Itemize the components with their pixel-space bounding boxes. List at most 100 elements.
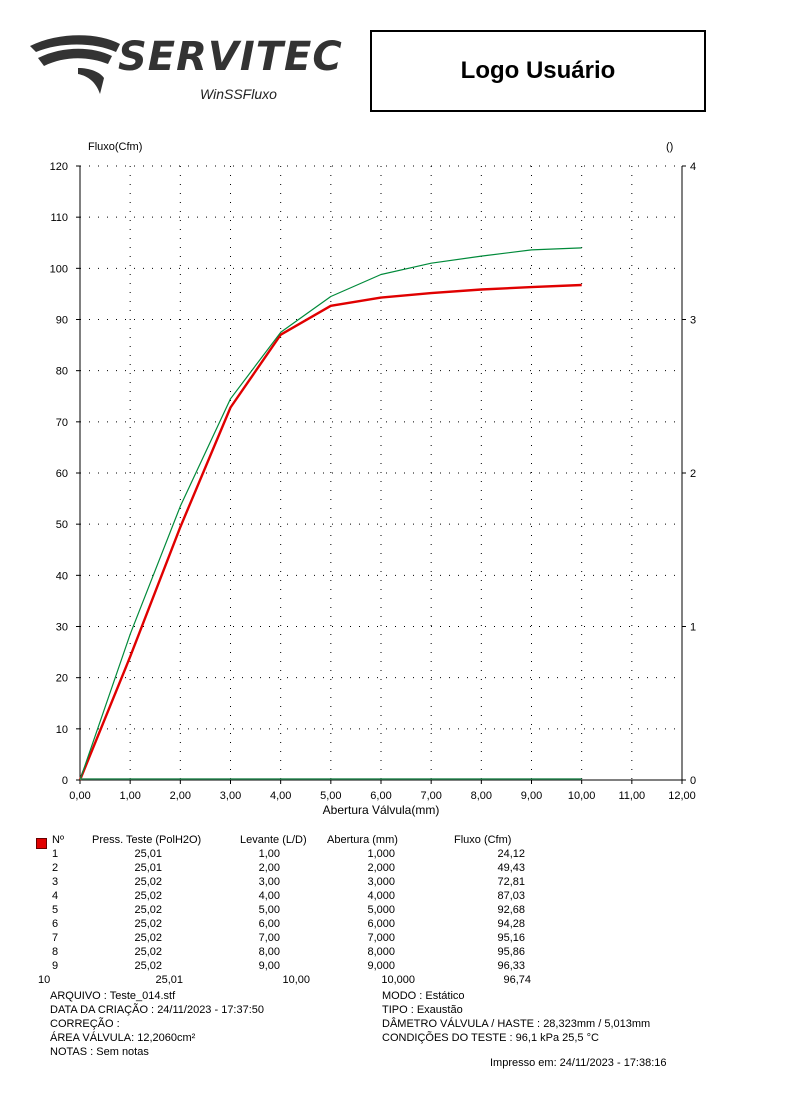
user-logo-box: Logo Usuário bbox=[370, 30, 706, 112]
criacao-line: DATA DA CRIAÇÃO : 24/11/2023 - 17:37:50 bbox=[50, 1004, 264, 1016]
table-cell: 3 bbox=[52, 876, 59, 888]
x-tick-label: 2,00 bbox=[170, 790, 191, 802]
table-cell: 72,81 bbox=[497, 876, 525, 888]
tipo-label: TIPO : bbox=[382, 1004, 414, 1016]
table-row: 10 25,01 10,00 10,000 96,74 bbox=[0, 974, 790, 988]
diametro-label: DÂMETRO VÁLVULA / HASTE : bbox=[382, 1018, 541, 1030]
x-axis-title: Abertura Válvula(mm) bbox=[323, 803, 440, 817]
impresso-line: Impresso em: 24/11/2023 - 17:38:16 bbox=[490, 1057, 667, 1069]
condicoes-line: CONDIÇÕES DO TESTE : 96,1 kPa 25,5 °C bbox=[382, 1032, 599, 1044]
y-tick-label: 10 bbox=[56, 724, 68, 736]
flow-chart: 0 10 20 30 40 50 60 70 80 90 100 110 120 0 1 2 3 4 0,00 1,0… bbox=[50, 141, 696, 817]
tipo-line: TIPO : Exaustão bbox=[382, 1004, 463, 1016]
table-cell: 87,03 bbox=[497, 890, 525, 902]
x-tick-label: 11,00 bbox=[618, 790, 645, 802]
table-cell: 25,01 bbox=[134, 862, 162, 874]
table-cell: 7,00 bbox=[258, 932, 280, 944]
area-value: 12,2060cm² bbox=[137, 1032, 196, 1044]
y-tick-label: 20 bbox=[56, 673, 68, 685]
header-fluxo: Fluxo (Cfm) bbox=[454, 834, 512, 846]
table-cell: 7 bbox=[52, 932, 59, 944]
table-cell: 3,000 bbox=[367, 876, 395, 888]
condicoes-value: 96,1 kPa 25,5 °C bbox=[515, 1032, 599, 1044]
diametro-value: 28,323mm / 5,013mm bbox=[543, 1018, 651, 1030]
notas-line: NOTAS : Sem notas bbox=[50, 1046, 149, 1058]
table-cell: 4 bbox=[52, 890, 59, 902]
x-tick-label: 1,00 bbox=[119, 790, 140, 802]
logo-subtitle: WinSSFluxo bbox=[200, 86, 277, 102]
table-cell: 2,000 bbox=[367, 862, 395, 874]
x-tick-label: 6,00 bbox=[370, 790, 391, 802]
criacao-label: DATA DA CRIAÇÃO : bbox=[50, 1004, 155, 1016]
series-line-1 bbox=[79, 247, 582, 781]
modo-line: MODO : Estático bbox=[382, 990, 465, 1002]
legend-square-red bbox=[36, 838, 47, 849]
y-tick-label: 70 bbox=[56, 417, 68, 429]
series-line-0 bbox=[78, 283, 582, 781]
table-cell: 25,02 bbox=[134, 918, 162, 930]
header-num: Nº bbox=[52, 834, 64, 846]
area-line: ÁREA VÁLVULA: 12,2060cm² bbox=[50, 1032, 195, 1044]
table-cell: 9 bbox=[52, 960, 59, 972]
table-cell: 2 bbox=[52, 862, 59, 874]
y2-tick-label: 2 bbox=[690, 468, 696, 480]
table-cell: 25,01 bbox=[155, 974, 183, 986]
table-row: 6 25,02 6,00 6,000 94,28 bbox=[0, 918, 790, 932]
table-cell: 9,00 bbox=[258, 960, 280, 972]
table-cell: 8,000 bbox=[367, 946, 395, 958]
table-cell: 96,33 bbox=[497, 960, 525, 972]
table-row: 2 25,01 2,00 2,000 49,43 bbox=[0, 862, 790, 876]
table-cell: 4,00 bbox=[258, 890, 280, 902]
correcao-label: CORREÇÃO : bbox=[50, 1018, 120, 1030]
chart-ticks: 0 10 20 30 40 50 60 70 80 90 100 110 120 0 1 2 3 4 0,00 1,0… bbox=[50, 161, 696, 802]
logo-text: SERVITEC bbox=[118, 34, 343, 80]
area-label: ÁREA VÁLVULA: bbox=[50, 1032, 135, 1044]
table-row: 4 25,02 4,00 4,000 87,03 bbox=[0, 890, 790, 904]
diametro-line: DÂMETRO VÁLVULA / HASTE : 28,323mm / 5,0… bbox=[382, 1018, 650, 1030]
table-cell: 8,00 bbox=[258, 946, 280, 958]
user-logo-label: Logo Usuário bbox=[460, 57, 616, 84]
table-cell: 25,01 bbox=[134, 848, 162, 860]
table-cell: 10 bbox=[38, 974, 51, 986]
y2-axis-title: () bbox=[666, 141, 673, 153]
swoosh-icon bbox=[30, 35, 120, 94]
table-row: 8 25,02 8,00 8,000 95,86 bbox=[0, 946, 790, 960]
modo-value: Estático bbox=[425, 990, 465, 1002]
table-cell: 10,00 bbox=[282, 974, 310, 986]
table-cell: 9,000 bbox=[367, 960, 395, 972]
table-cell: 6 bbox=[52, 918, 59, 930]
table-row: 9 25,02 9,00 9,000 96,33 bbox=[0, 960, 790, 974]
y-tick-label: 0 bbox=[62, 775, 68, 787]
table-cell: 92,68 bbox=[497, 904, 525, 916]
y-tick-label: 40 bbox=[56, 570, 68, 582]
header-levante: Levante (L/D) bbox=[240, 834, 307, 846]
x-tick-label: 12,00 bbox=[668, 790, 696, 802]
x-tick-label: 7,00 bbox=[420, 790, 441, 802]
table-cell: 6,00 bbox=[258, 918, 280, 930]
table-cell: 24,12 bbox=[497, 848, 525, 860]
correcao-line: CORREÇÃO : bbox=[50, 1018, 120, 1030]
criacao-value: 24/11/2023 - 17:37:50 bbox=[157, 1004, 265, 1016]
table-header: Nº Press. Teste (PolH2O) Levante (L/D) A… bbox=[0, 834, 790, 848]
arquivo-line: ARQUIVO : Teste_014.stf bbox=[50, 990, 175, 1002]
y-tick-label: 90 bbox=[56, 315, 68, 327]
y-tick-label: 100 bbox=[50, 263, 68, 275]
table-cell: 49,43 bbox=[497, 862, 525, 874]
table-cell: 7,000 bbox=[367, 932, 395, 944]
table-cell: 3,00 bbox=[258, 876, 280, 888]
y-tick-label: 60 bbox=[56, 468, 68, 480]
table-cell: 6,000 bbox=[367, 918, 395, 930]
y-tick-label: 120 bbox=[50, 161, 68, 173]
table-cell: 95,16 bbox=[497, 932, 525, 944]
table-cell: 1 bbox=[52, 848, 59, 860]
y-axis-title: Fluxo(Cfm) bbox=[88, 141, 142, 153]
tipo-value: Exaustão bbox=[416, 1004, 463, 1016]
condicoes-label: CONDIÇÕES DO TESTE : bbox=[382, 1032, 513, 1044]
y2-tick-label: 4 bbox=[690, 161, 696, 173]
y-tick-label: 30 bbox=[56, 622, 68, 634]
table-cell: 96,74 bbox=[503, 974, 531, 986]
notas-label: NOTAS : bbox=[50, 1046, 94, 1058]
table-cell: 25,02 bbox=[134, 904, 162, 916]
table-cell: 10,000 bbox=[381, 974, 415, 986]
table-cell: 25,02 bbox=[134, 946, 162, 958]
